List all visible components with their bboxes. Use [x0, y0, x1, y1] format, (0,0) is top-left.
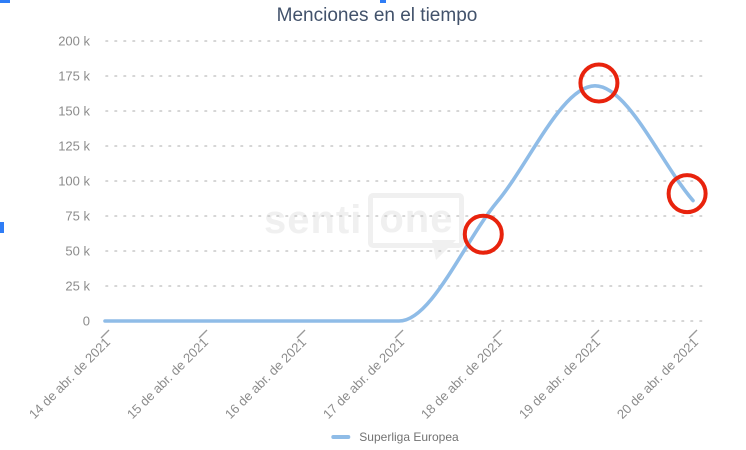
- y-tick-label: 200 k: [58, 34, 90, 49]
- y-tick-label: 150 k: [58, 104, 90, 119]
- annotation-circle: [666, 173, 708, 215]
- clipped-blue-ui-artifact: [0, 0, 10, 3]
- x-tick-label: 14 de abr. de 2021: [26, 335, 113, 422]
- x-tick-mark: [492, 329, 502, 339]
- x-tick-mark: [296, 329, 306, 339]
- x-tick-label: 19 de abr. de 2021: [516, 335, 603, 422]
- x-tick-mark: [100, 329, 110, 339]
- x-tick-label: 18 de abr. de 2021: [418, 335, 505, 422]
- x-tick-label: 20 de abr. de 2021: [614, 335, 701, 422]
- legend-item-superliga-europea[interactable]: Superliga Europea: [331, 430, 459, 444]
- clipped-blue-ui-artifact: [380, 0, 386, 3]
- chart-title: Menciones en el tiempo: [276, 5, 478, 26]
- x-tick-mark: [198, 329, 208, 339]
- y-tick-label: 50 k: [65, 244, 90, 259]
- clipped-blue-ui-artifact: [0, 222, 4, 233]
- y-tick-label: 175 k: [58, 69, 90, 84]
- y-tick-label: 0: [83, 314, 90, 329]
- watermark-bubble-tail: [432, 240, 456, 260]
- sentione-watermark: senti one: [264, 193, 465, 248]
- x-tick-mark: [590, 329, 600, 339]
- x-tick-label: 17 de abr. de 2021: [320, 335, 407, 422]
- annotation-circle: [462, 213, 504, 255]
- y-tick-label: 125 k: [58, 139, 90, 154]
- series-line-superliga-europea: [103, 83, 695, 323]
- x-tick-label: 16 de abr. de 2021: [222, 335, 309, 422]
- x-tick-mark: [688, 329, 698, 339]
- y-tick-label: 25 k: [65, 279, 90, 294]
- y-tick-label: 100 k: [58, 174, 90, 189]
- x-tick-label: 15 de abr. de 2021: [124, 335, 211, 422]
- y-tick-label: 75 k: [65, 209, 90, 224]
- annotation-circle: [578, 62, 620, 104]
- watermark-text: senti: [264, 198, 363, 242]
- x-tick-mark: [394, 329, 404, 339]
- watermark-speech-bubble: one: [368, 193, 465, 248]
- legend-label: Superliga Europea: [359, 430, 459, 444]
- legend-line-swatch: [331, 435, 351, 439]
